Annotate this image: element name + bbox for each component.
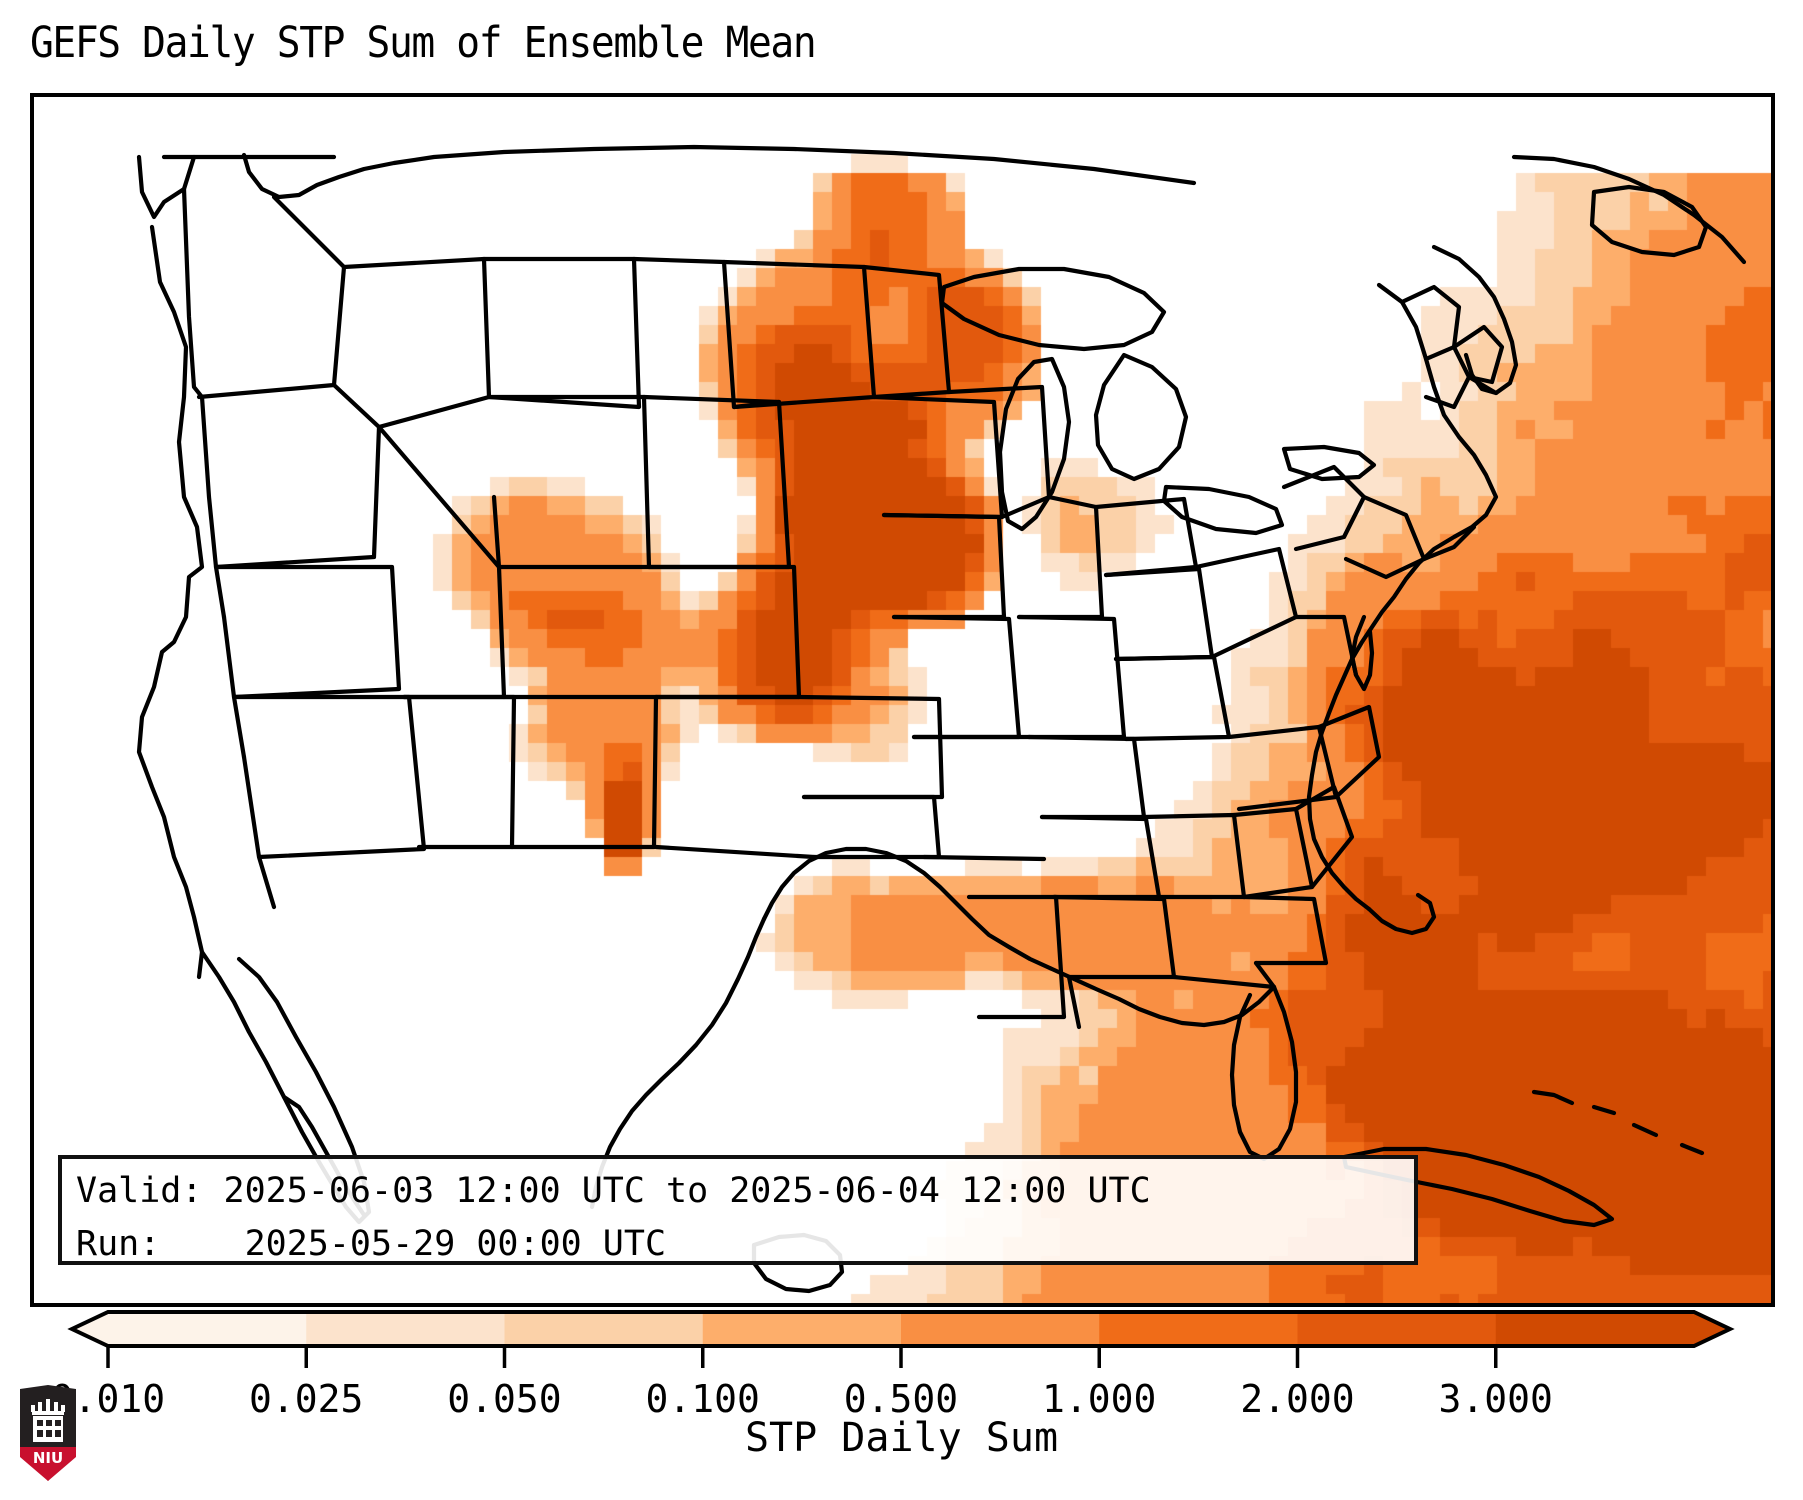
great-lakes-erie <box>1161 484 1285 536</box>
colorbar-tick-label: 0.500 <box>844 1377 958 1421</box>
logo-castle-windows <box>37 1420 61 1437</box>
map-frame <box>30 93 1775 1307</box>
colorbar: 0.010 0.025 0.050 0.100 0.500 1.000 2.000 3.000 <box>0 1300 1803 1500</box>
forecast-info-box: Valid: 2025-06-03 12:00 UTC to 2025-06-0… <box>58 1155 1418 1265</box>
colorbar-tick-label: 0.050 <box>447 1377 561 1421</box>
logo-banner <box>20 1447 76 1481</box>
great-lakes-superior <box>939 266 1167 352</box>
coastline-chesapeake <box>1349 614 1375 692</box>
coastline-florida <box>1229 984 1299 1162</box>
colorbar-ticks <box>106 1346 1498 1368</box>
great-lakes-michigan <box>997 356 1072 532</box>
geography-outline-layer <box>136 144 1747 1294</box>
state-boundaries <box>181 186 1505 1030</box>
border-canada <box>161 144 1197 200</box>
coastline-maine <box>1431 244 1519 396</box>
colorbar-tick-label: 2.000 <box>1240 1377 1354 1421</box>
colorbar-tick-label: 0.025 <box>249 1377 363 1421</box>
colorbar-axis-label: STP Daily Sum <box>744 1415 1059 1461</box>
coastline-carolina <box>1366 892 1437 936</box>
great-lakes-ontario <box>1281 444 1377 482</box>
coastline-pacific <box>136 154 205 980</box>
colorbar-outline <box>67 1310 1735 1348</box>
niu-logo: NIU <box>20 1385 76 1481</box>
colorbar-tick-labels: 0.010 0.025 0.050 0.100 0.500 1.000 2.000 3.000 <box>51 1377 1553 1421</box>
run-time-text: Run: 2025-05-29 00:00 UTC <box>76 1224 667 1264</box>
colorbar-tick-label: 1.000 <box>1042 1377 1156 1421</box>
coastline-gulf <box>761 846 1277 1028</box>
coastline-newfoundland <box>1589 184 1709 258</box>
coastline-labrador <box>1511 154 1747 265</box>
colorbar-tick-label: 3.000 <box>1439 1377 1553 1421</box>
page-title: GEFS Daily STP Sum of Ensemble Mean <box>30 18 817 68</box>
valid-time-text: Valid: 2025-06-03 12:00 UTC to 2025-06-0… <box>76 1171 1151 1211</box>
map-canvas-area <box>34 97 1771 1303</box>
coastline-atlantic-northeast <box>1306 282 1499 912</box>
coastline-bahamas <box>1531 1089 1705 1156</box>
great-lakes-huron <box>1093 352 1189 482</box>
logo-text: NIU <box>33 1449 63 1467</box>
colorbar-segments <box>72 1312 1730 1346</box>
colorbar-svg: 0.010 0.025 0.050 0.100 0.500 1.000 2.000 3.000 <box>51 1310 1735 1421</box>
colorbar-tick-label: 0.100 <box>646 1377 760 1421</box>
